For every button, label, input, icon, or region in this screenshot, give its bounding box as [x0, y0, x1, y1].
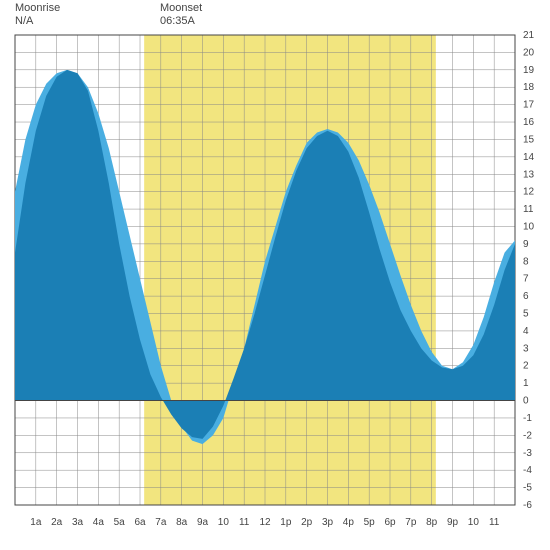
svg-text:8p: 8p: [426, 517, 438, 528]
svg-text:7a: 7a: [155, 517, 167, 528]
svg-text:2: 2: [523, 361, 529, 372]
svg-text:19: 19: [523, 65, 535, 76]
svg-text:2a: 2a: [51, 517, 63, 528]
svg-text:8a: 8a: [176, 517, 188, 528]
svg-text:6: 6: [523, 291, 529, 302]
svg-text:9: 9: [523, 239, 529, 250]
svg-text:10: 10: [468, 517, 480, 528]
svg-text:14: 14: [523, 152, 535, 163]
svg-text:-5: -5: [523, 483, 532, 494]
svg-text:4a: 4a: [93, 517, 105, 528]
svg-text:5a: 5a: [114, 517, 126, 528]
svg-text:1: 1: [523, 378, 529, 389]
svg-text:9a: 9a: [197, 517, 209, 528]
moonset-label: Moonset: [160, 2, 202, 15]
svg-text:-6: -6: [523, 500, 532, 511]
x-axis-labels: 1a 2a 3a 4a 5a 6a 7a 8a 9a 10 11 12 1p 2p 3p 4p 5p 6p 7p 8p…: [30, 517, 500, 528]
svg-text:7p: 7p: [405, 517, 417, 528]
svg-text:-3: -3: [523, 448, 532, 459]
svg-text:-4: -4: [523, 465, 532, 476]
svg-text:15: 15: [523, 134, 535, 145]
svg-text:3a: 3a: [72, 517, 84, 528]
svg-text:-1: -1: [523, 413, 532, 424]
svg-text:21: 21: [523, 30, 535, 41]
svg-text:17: 17: [523, 100, 535, 111]
svg-text:20: 20: [523, 47, 535, 58]
tide-chart: Moonrise N/A Moonset 06:35A 212019181716…: [0, 0, 550, 550]
svg-text:12: 12: [259, 517, 271, 528]
svg-text:3: 3: [523, 343, 529, 354]
svg-text:3p: 3p: [322, 517, 334, 528]
svg-text:6p: 6p: [384, 517, 396, 528]
svg-text:13: 13: [523, 169, 535, 180]
moonrise-block: Moonrise N/A: [15, 2, 60, 28]
svg-text:7: 7: [523, 274, 529, 285]
moonrise-label: Moonrise: [15, 2, 60, 15]
svg-text:4p: 4p: [343, 517, 355, 528]
svg-text:4: 4: [523, 326, 529, 337]
svg-text:11: 11: [523, 204, 534, 215]
svg-text:1a: 1a: [30, 517, 42, 528]
svg-text:12: 12: [523, 187, 535, 198]
moonset-value: 06:35A: [160, 15, 202, 28]
svg-text:18: 18: [523, 82, 535, 93]
svg-text:10: 10: [218, 517, 230, 528]
svg-text:11: 11: [489, 517, 500, 528]
svg-text:16: 16: [523, 117, 535, 128]
svg-text:11: 11: [239, 517, 250, 528]
svg-text:8: 8: [523, 256, 529, 267]
svg-text:1p: 1p: [280, 517, 292, 528]
moonset-block: Moonset 06:35A: [160, 2, 202, 28]
moonrise-value: N/A: [15, 15, 60, 28]
svg-text:5: 5: [523, 309, 529, 320]
svg-text:2p: 2p: [301, 517, 313, 528]
chart-svg: 2120191817161514131211109876543210-1-2-3…: [0, 0, 550, 550]
svg-text:9p: 9p: [447, 517, 459, 528]
svg-text:5p: 5p: [364, 517, 376, 528]
svg-text:6a: 6a: [134, 517, 146, 528]
svg-text:10: 10: [523, 221, 535, 232]
svg-text:-2: -2: [523, 430, 532, 441]
svg-text:0: 0: [523, 396, 529, 407]
